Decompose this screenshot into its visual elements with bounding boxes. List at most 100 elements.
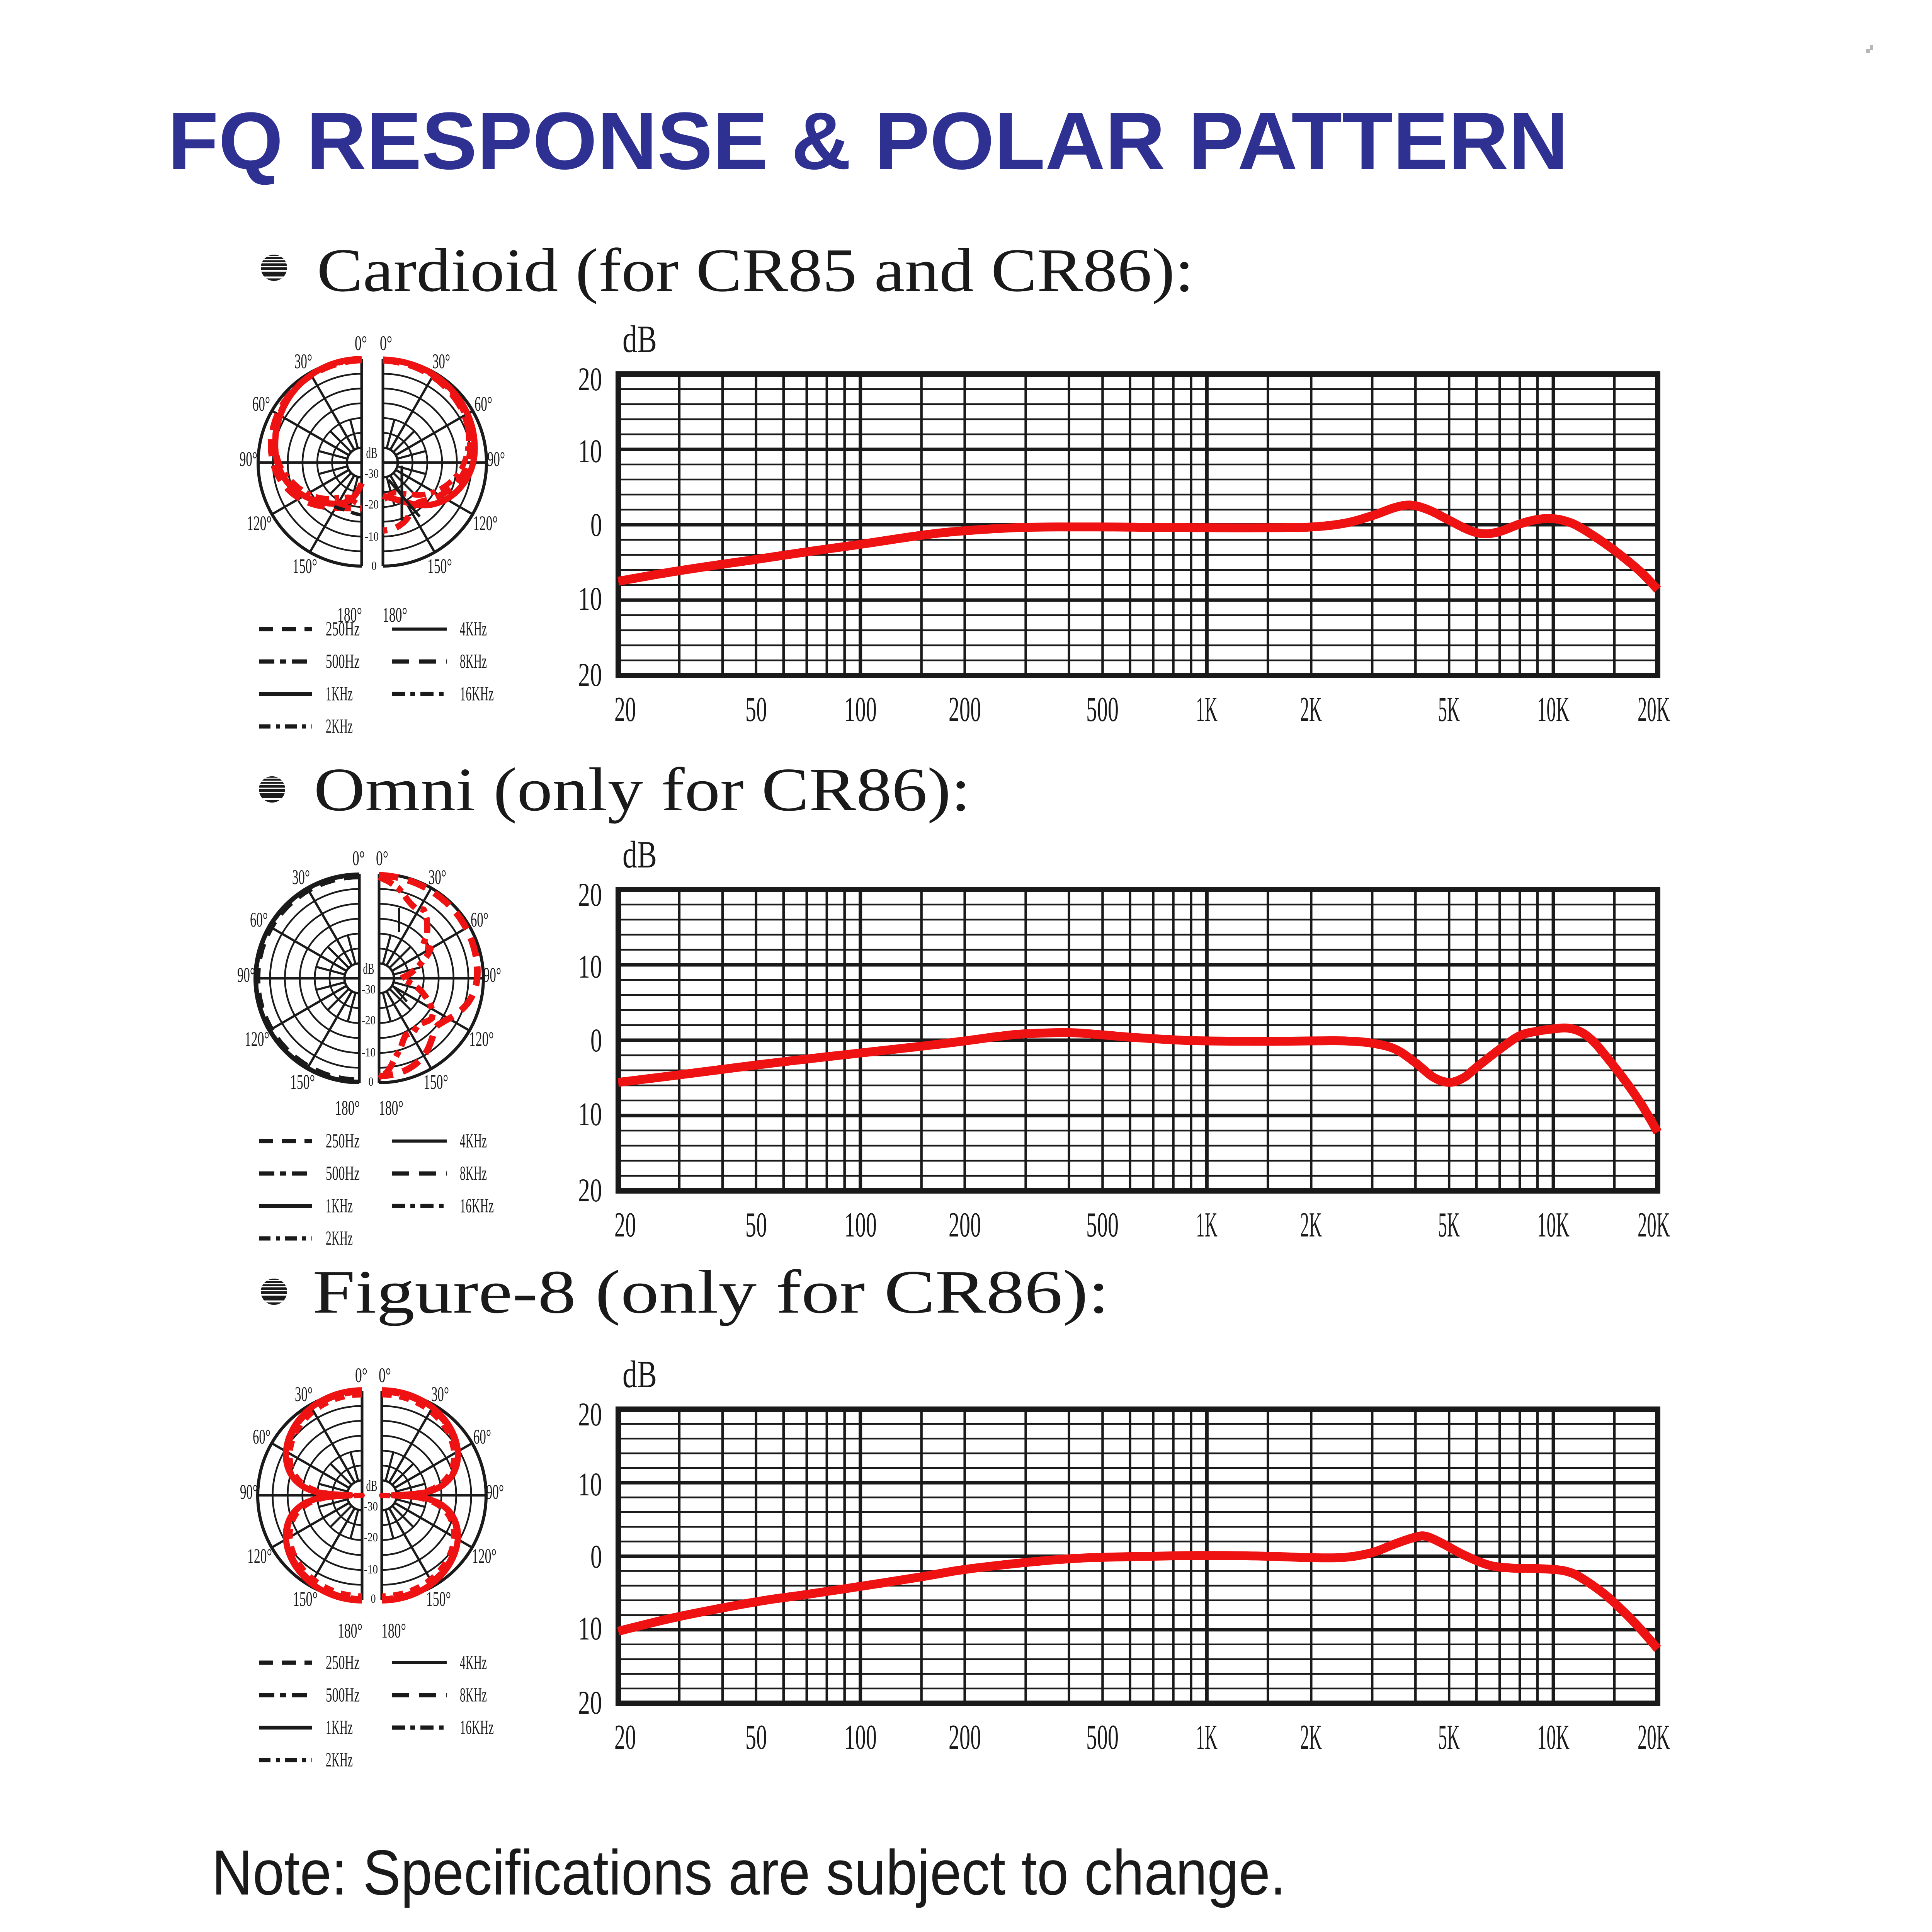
- svg-text:20: 20: [578, 1684, 602, 1721]
- svg-text:1KHz: 1KHz: [326, 683, 353, 705]
- svg-text:500Hz: 500Hz: [326, 1163, 360, 1185]
- svg-text:90°: 90°: [483, 963, 501, 986]
- svg-text:16KHz: 16KHz: [460, 683, 494, 705]
- svg-text:120°: 120°: [247, 1544, 272, 1568]
- svg-text:dB: dB: [363, 960, 374, 978]
- svg-text:20: 20: [578, 1172, 602, 1209]
- svg-text:0°: 0°: [355, 1364, 367, 1387]
- svg-text:2K: 2K: [1300, 690, 1322, 729]
- svg-text:0°: 0°: [355, 332, 367, 355]
- svg-text:30°: 30°: [431, 1383, 449, 1406]
- svg-text:0: 0: [590, 1022, 602, 1059]
- svg-text:90°: 90°: [486, 1480, 504, 1503]
- svg-text:20: 20: [578, 361, 602, 398]
- svg-text:2KHz: 2KHz: [326, 1749, 353, 1771]
- svg-text:-30: -30: [364, 1500, 378, 1514]
- svg-text:30°: 30°: [292, 866, 310, 889]
- svg-text:0°: 0°: [352, 847, 365, 870]
- svg-text:500: 500: [1086, 1205, 1119, 1244]
- svg-text:0: 0: [369, 1075, 374, 1089]
- svg-text:10: 10: [578, 1610, 602, 1647]
- svg-text:50: 50: [745, 690, 767, 729]
- svg-text:0°: 0°: [379, 1364, 391, 1387]
- svg-text:20: 20: [578, 876, 602, 913]
- svg-text:150°: 150°: [290, 1070, 315, 1094]
- svg-text:4KHz: 4KHz: [460, 1130, 487, 1152]
- svg-text:4KHz: 4KHz: [460, 1652, 487, 1674]
- svg-text:Note: Specifications are subje: Note: Specifications are subject to chan…: [212, 1837, 1286, 1908]
- svg-text:180°: 180°: [379, 1096, 403, 1119]
- svg-text:10K: 10K: [1537, 1718, 1570, 1757]
- svg-text:FQ RESPONSE & POLAR PATTERN: FQ RESPONSE & POLAR PATTERN: [168, 95, 1568, 186]
- svg-text:20: 20: [614, 1205, 636, 1244]
- svg-text:dB: dB: [366, 444, 378, 462]
- svg-text:100: 100: [844, 690, 877, 729]
- svg-text:60°: 60°: [473, 1425, 491, 1448]
- svg-text:150°: 150°: [293, 1587, 318, 1611]
- svg-text:60°: 60°: [471, 908, 488, 931]
- svg-text:8KHz: 8KHz: [460, 651, 487, 673]
- svg-text:20: 20: [578, 1396, 602, 1433]
- svg-text:180°: 180°: [335, 1096, 360, 1119]
- svg-text:10: 10: [578, 432, 602, 469]
- svg-text:2KHz: 2KHz: [326, 716, 353, 738]
- svg-text:20: 20: [578, 656, 602, 693]
- svg-text:10K: 10K: [1537, 1205, 1570, 1244]
- svg-text:150°: 150°: [293, 554, 317, 578]
- svg-text:0°: 0°: [380, 332, 392, 355]
- svg-text:90°: 90°: [487, 447, 505, 471]
- svg-text:500: 500: [1086, 1718, 1119, 1757]
- svg-text:4KHz: 4KHz: [460, 618, 487, 640]
- svg-text:500Hz: 500Hz: [326, 651, 360, 673]
- svg-text:120°: 120°: [472, 1544, 497, 1568]
- svg-text:30°: 30°: [432, 350, 450, 373]
- svg-text:8KHz: 8KHz: [460, 1163, 487, 1185]
- svg-text:-20: -20: [362, 1014, 376, 1027]
- svg-text:500: 500: [1086, 690, 1119, 729]
- svg-text:Figure-8 (only for CR86):: Figure-8 (only for CR86):: [313, 1257, 1109, 1326]
- svg-text:-20: -20: [365, 498, 379, 512]
- svg-text:10: 10: [578, 948, 602, 985]
- svg-text:0: 0: [371, 1592, 376, 1606]
- svg-text:90°: 90°: [240, 447, 257, 471]
- svg-text:8KHz: 8KHz: [460, 1684, 487, 1706]
- svg-text:60°: 60°: [474, 392, 492, 415]
- svg-text:500Hz: 500Hz: [326, 1684, 360, 1706]
- svg-text:dB: dB: [622, 1353, 657, 1396]
- svg-text:16KHz: 16KHz: [460, 1717, 494, 1739]
- svg-text:120°: 120°: [245, 1027, 269, 1051]
- svg-text:2K: 2K: [1300, 1718, 1322, 1757]
- svg-text:-10: -10: [365, 530, 379, 544]
- svg-text:180°: 180°: [383, 603, 407, 626]
- svg-text:150°: 150°: [423, 1070, 448, 1094]
- svg-text:200: 200: [949, 1718, 981, 1757]
- svg-text:120°: 120°: [469, 1027, 494, 1051]
- svg-text:-30: -30: [365, 467, 379, 481]
- svg-text:200: 200: [949, 690, 981, 729]
- svg-text:180°: 180°: [337, 603, 362, 626]
- svg-text:5K: 5K: [1438, 1205, 1460, 1244]
- svg-text:dB: dB: [622, 833, 657, 876]
- svg-text:0°: 0°: [376, 847, 388, 870]
- svg-text:60°: 60°: [252, 392, 270, 415]
- svg-text:-10: -10: [364, 1563, 378, 1577]
- svg-text:Omni (only for CR86):: Omni (only for CR86):: [314, 755, 971, 824]
- svg-text:1KHz: 1KHz: [326, 1195, 353, 1217]
- svg-text:1KHz: 1KHz: [326, 1717, 353, 1739]
- svg-text:30°: 30°: [294, 350, 312, 373]
- svg-text:0: 0: [372, 559, 377, 573]
- svg-text:180°: 180°: [338, 1619, 362, 1642]
- svg-text:200: 200: [949, 1205, 981, 1244]
- svg-text:50: 50: [745, 1718, 767, 1757]
- svg-text:60°: 60°: [253, 1425, 270, 1448]
- svg-text:250Hz: 250Hz: [326, 1130, 360, 1152]
- svg-text:-10: -10: [362, 1046, 376, 1060]
- svg-text:90°: 90°: [240, 1480, 258, 1503]
- svg-text:20K: 20K: [1638, 690, 1670, 729]
- svg-text:5K: 5K: [1438, 1718, 1460, 1757]
- svg-text:2K: 2K: [1300, 1205, 1322, 1244]
- svg-text:100: 100: [844, 1718, 877, 1757]
- svg-text:10: 10: [578, 1095, 602, 1133]
- svg-text:250Hz: 250Hz: [326, 1652, 360, 1674]
- svg-text:150°: 150°: [426, 1587, 451, 1611]
